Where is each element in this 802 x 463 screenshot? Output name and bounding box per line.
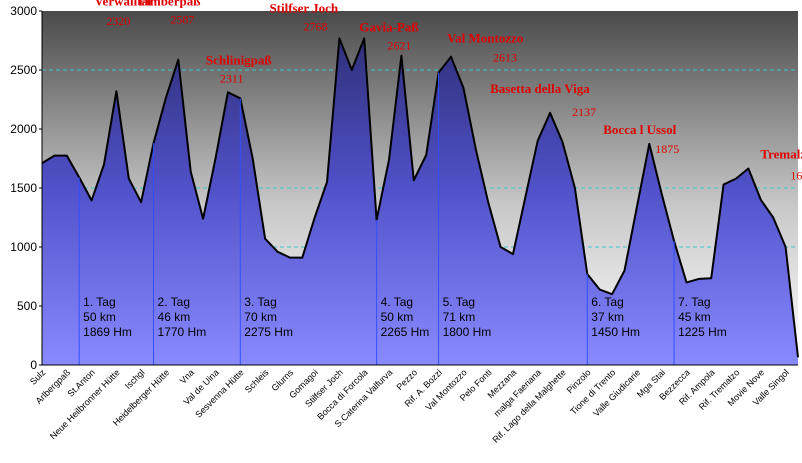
peak-value-label: 2137 <box>572 105 596 119</box>
stage-label: 71 km <box>443 310 476 324</box>
stage-label: 50 km <box>381 310 414 324</box>
peak-value-label: 2311 <box>220 71 244 85</box>
elevation-fill <box>42 38 798 366</box>
peak-name-label: Val Montozzo <box>447 31 523 46</box>
stage-label: 1450 Hm <box>591 325 640 339</box>
x-tick-label: Schleis <box>243 367 271 395</box>
stage-label: 50 km <box>83 310 116 324</box>
peak-value-label: 2613 <box>493 51 517 65</box>
peak-value-label: 2768 <box>303 19 327 33</box>
stage-label: 1770 Hm <box>158 325 207 339</box>
y-tick-label: 1500 <box>10 181 37 195</box>
stage-label: 2. Tag <box>158 295 190 309</box>
elevation-area <box>41 37 799 366</box>
stage-label: 1800 Hm <box>443 325 492 339</box>
peak-name-label: Basetta della Viga <box>490 81 590 96</box>
y-tick-label: 2000 <box>10 122 37 136</box>
stage-label: 37 km <box>591 310 624 324</box>
stage-label: 4. Tag <box>381 295 413 309</box>
peak-name-label: Tremalzo <box>760 147 802 162</box>
y-tick-label: 2500 <box>10 63 37 77</box>
stage-label: 5. Tag <box>443 295 475 309</box>
stage-label: 1869 Hm <box>83 325 132 339</box>
stage-label: 2265 Hm <box>381 325 430 339</box>
stage-label: 1225 Hm <box>678 325 727 339</box>
y-tick-labels: 0 500 1000 1500 2000 2500 3000 <box>10 4 42 372</box>
peak-value-label: 2320 <box>106 14 130 28</box>
stage-label: 45 km <box>678 310 711 324</box>
stage-dividers <box>78 72 675 365</box>
peak-name-label: Bocca l Ussol <box>603 122 676 137</box>
peak-name-label: Fimberpaß <box>138 0 200 9</box>
peak-annotations: Verwalltal 2320 Fimberpaß 2587 Schlinigpaß 23… <box>94 0 802 183</box>
peak-name-label: Stilfser Joch <box>269 0 338 15</box>
peak-value-label: 1875 <box>655 142 679 156</box>
stage-label: 70 km <box>244 310 277 324</box>
y-tick-label: 500 <box>17 299 37 313</box>
stage-label: 46 km <box>158 310 191 324</box>
stage-label: 7. Tag <box>678 295 710 309</box>
stage-label: 6. Tag <box>591 295 623 309</box>
stage-label: 1. Tag <box>83 295 115 309</box>
peak-value-label: 2621 <box>387 39 411 53</box>
peak-value-label: 1665 <box>790 169 802 183</box>
peak-value-label: 2587 <box>170 13 194 27</box>
y-tick-label: 3000 <box>10 4 37 18</box>
elevation-line <box>41 37 799 358</box>
peak-name-label: Verwalltal <box>94 0 152 8</box>
y-tick-label: 1000 <box>10 240 37 254</box>
peak-name-label: Gavia-Paß <box>359 20 418 35</box>
y-tick-label: 0 <box>30 358 37 372</box>
stage-label: 3. Tag <box>244 295 276 309</box>
x-tick-label: Vna <box>178 367 196 385</box>
peak-name-label: Schlinigpaß <box>206 52 272 67</box>
stage-label: 2275 Hm <box>244 325 293 339</box>
